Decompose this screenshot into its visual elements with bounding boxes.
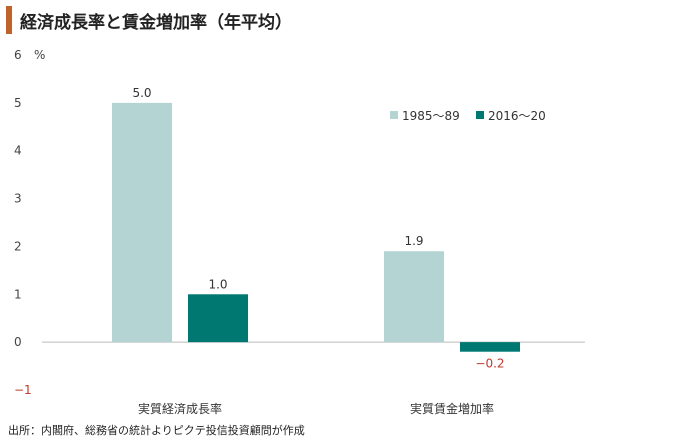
y-tick-label: 4 bbox=[14, 144, 22, 158]
y-tick-label: −1 bbox=[14, 383, 32, 397]
source-note: 出所：内閣府、総務省の統計よりピクテ投信投資顧問が作成 bbox=[8, 424, 305, 437]
bar bbox=[384, 251, 444, 343]
bar bbox=[188, 294, 248, 343]
data-label: 1.9 bbox=[404, 234, 423, 248]
legend-swatch bbox=[476, 111, 484, 119]
bar bbox=[112, 102, 172, 343]
y-tick-label: 6 bbox=[14, 48, 22, 62]
legend-label: 2016〜20 bbox=[488, 109, 546, 123]
legend-swatch bbox=[390, 111, 398, 119]
legend: 1985〜89 2016〜20 bbox=[390, 109, 546, 123]
x-category-label: 実質経済成長率 bbox=[138, 401, 222, 416]
bars bbox=[112, 102, 520, 352]
data-label: −0.2 bbox=[475, 357, 504, 371]
y-tick-label: 5 bbox=[14, 96, 22, 110]
data-label: 5.0 bbox=[132, 86, 151, 100]
y-tick-label: 1 bbox=[14, 287, 22, 301]
data-label: 1.0 bbox=[208, 277, 227, 291]
x-category-label: 実質賃金増加率 bbox=[410, 401, 494, 416]
bar bbox=[460, 342, 520, 352]
y-unit-label: % bbox=[34, 48, 45, 62]
legend-label: 1985〜89 bbox=[402, 109, 460, 123]
title-accent-bar bbox=[6, 6, 12, 34]
y-tick-label: 3 bbox=[14, 192, 22, 206]
y-tick-label: 2 bbox=[14, 239, 22, 253]
data-labels: 5.0 1.0 1.9 −0.2 bbox=[132, 86, 504, 371]
category-labels: 実質経済成長率 実質賃金増加率 bbox=[138, 401, 494, 416]
y-tick-label: 0 bbox=[14, 335, 22, 349]
chart-title: 経済成長率と賃金増加率（年平均） bbox=[20, 13, 292, 33]
